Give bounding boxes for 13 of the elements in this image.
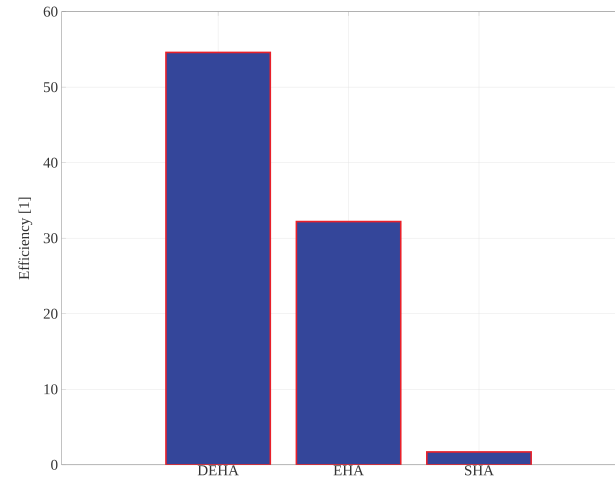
x-tick-label: SHA [465,465,494,476]
y-tick-label: 60 [44,6,58,17]
x-tick-label: EHA [334,465,364,476]
bar [296,222,401,465]
bar [166,52,270,465]
y-tick-label: 40 [43,158,58,168]
y-tick-label: 50 [44,82,58,92]
y-axis-title: Efficiency [1] [18,198,32,280]
y-tick-label: 30 [44,233,58,244]
y-tick-label: 20 [44,308,58,319]
y-tick-label: 0 [51,460,58,470]
x-tick-label: DEHA [198,465,239,476]
y-tick-label: 10 [44,384,58,394]
